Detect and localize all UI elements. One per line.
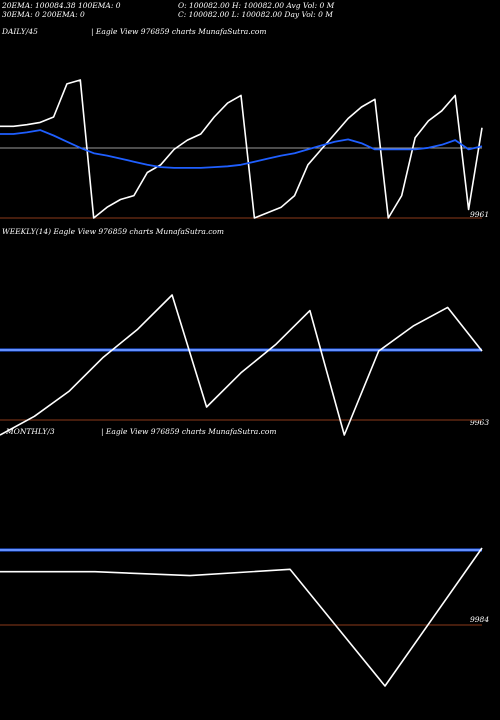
header-line2-left: 30EMA: 0 200EMA: 0 [2,10,85,19]
daily-series-1 [0,129,483,169]
weekly-series-0 [0,294,483,436]
monthly-series-0 [0,547,483,687]
daily-panel-subtitle: | Eagle View 976859 charts MunafaSutra.c… [91,27,267,36]
daily-series-0 [0,79,483,219]
monthly-panel-subtitle: | Eagle View 976859 charts MunafaSutra.c… [101,427,277,436]
weekly-panel-title: WEEKLY(14) Eagle View 976859 charts Muna… [2,227,225,236]
daily-panel [0,79,483,219]
monthly-panel [0,547,483,687]
weekly-price-label: 9963 [470,418,490,427]
daily-panel-title: DAILY/45 [2,27,38,36]
monthly-panel-title: MONTHLY/3 [6,427,55,436]
header-line2-right: C: 100082.00 L: 100082.00 Day Vol: 0 M [178,10,333,19]
header-line1-right: O: 100082.00 H: 100082.00 Avg Vol: 0 M [178,1,335,10]
header-line1-left: 20EMA: 100084.38 100EMA: 0 [2,1,121,10]
monthly-price-label: 9984 [470,615,490,624]
weekly-panel [0,294,483,436]
daily-price-label: 9961 [470,210,490,219]
